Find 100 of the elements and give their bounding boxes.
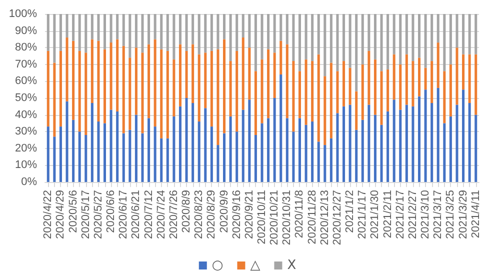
- bar: [399, 110, 402, 182]
- y-tick-label: 10%: [14, 159, 38, 172]
- bar: [280, 74, 282, 182]
- bar: [273, 52, 276, 98]
- bar: [210, 126, 213, 182]
- x-tick-label: 2020/11/28: [306, 190, 318, 244]
- bar: [260, 59, 264, 124]
- bar: [449, 64, 452, 116]
- bar: [348, 104, 352, 182]
- bar: [236, 132, 238, 182]
- bar: [474, 54, 478, 115]
- bar: [53, 14, 56, 63]
- bar: [430, 14, 434, 62]
- bar: [254, 14, 257, 72]
- bar: [122, 14, 125, 46]
- x-tick-label: 2020/5/6: [67, 190, 80, 233]
- bar: [304, 59, 308, 125]
- x-tick-label: 2020/6/17: [118, 190, 130, 239]
- bar: [412, 61, 414, 106]
- bar: [172, 59, 176, 116]
- bar: [348, 68, 352, 105]
- bar: [324, 14, 326, 76]
- bar: [436, 14, 440, 43]
- bar: [198, 54, 200, 122]
- bar: [97, 122, 100, 182]
- x-tick-label: 2020/8/29: [206, 190, 218, 239]
- bar: [166, 138, 169, 182]
- bar: [229, 61, 232, 116]
- bar: [286, 14, 288, 44]
- bar: [412, 106, 414, 182]
- bar: [368, 104, 370, 182]
- bar: [192, 44, 194, 104]
- bar: [355, 14, 358, 92]
- bar: [267, 49, 270, 118]
- bar: [216, 14, 220, 50]
- bar: [311, 14, 314, 62]
- bar: [374, 114, 376, 182]
- bar: [59, 126, 62, 182]
- bar: [210, 50, 213, 127]
- bar: [84, 52, 88, 135]
- bar: [110, 42, 112, 110]
- x-tick-label: 2020/10/11: [256, 190, 268, 244]
- bar: [72, 120, 75, 182]
- bar: [116, 39, 119, 112]
- bar: [248, 100, 251, 182]
- x-tick-label: 2020/7/26: [168, 190, 180, 239]
- bar: [374, 59, 376, 115]
- bar: [380, 124, 383, 182]
- bar: [53, 136, 56, 182]
- bar: [386, 111, 390, 182]
- bar: [59, 14, 62, 51]
- bar: [456, 14, 458, 48]
- bar: [236, 50, 238, 132]
- bar: [418, 96, 421, 182]
- bar: [46, 50, 50, 127]
- x-tick-label: 2020/10/31: [281, 190, 294, 246]
- bar: [216, 145, 220, 182]
- bar: [90, 103, 94, 182]
- bar: [298, 118, 301, 182]
- y-tick-label: 50%: [14, 92, 38, 104]
- x-tick-label: 2020/9/16: [230, 190, 243, 239]
- bar: [324, 145, 326, 182]
- y-tick-label: 0%: [21, 176, 38, 188]
- x-tick-label: 2020/8/23: [193, 190, 206, 239]
- x-tick-label: 2021/1/2: [344, 190, 356, 233]
- bar: [436, 42, 440, 88]
- bar: [311, 61, 314, 122]
- bar: [430, 61, 434, 104]
- bar: [198, 122, 200, 182]
- bar: [198, 14, 200, 54]
- bar: [128, 58, 132, 130]
- bar: [223, 133, 226, 182]
- bar: [154, 39, 156, 127]
- bar: [78, 14, 81, 51]
- bar: [78, 50, 81, 132]
- bar: [330, 138, 332, 182]
- bar: [468, 14, 471, 54]
- bar: [361, 64, 364, 120]
- bar: [368, 14, 370, 51]
- x-tick-label: 2020/5/17: [80, 190, 92, 239]
- x-tick-label: 2021/2/17: [394, 190, 406, 239]
- bar: [90, 14, 94, 40]
- bar: [172, 14, 176, 60]
- x-tick-label: 2020/6/6: [105, 190, 118, 233]
- bar: [474, 114, 478, 182]
- bar: [443, 14, 446, 72]
- bar: [122, 133, 125, 182]
- bar: [324, 76, 326, 146]
- bar: [154, 14, 156, 40]
- x-tick-label: 2020/8/9: [180, 190, 193, 233]
- x-tick-label: 2021/3/17: [432, 190, 444, 239]
- bar: [317, 54, 320, 142]
- bar: [374, 14, 376, 60]
- x-tick-label: 2020/6/21: [130, 190, 142, 239]
- y-tick-label: 90%: [14, 24, 38, 37]
- bar: [154, 126, 156, 182]
- bar: [134, 48, 138, 115]
- x-tick-label: 2020/12/27: [331, 190, 344, 246]
- bar: [72, 40, 75, 120]
- bar: [242, 14, 244, 38]
